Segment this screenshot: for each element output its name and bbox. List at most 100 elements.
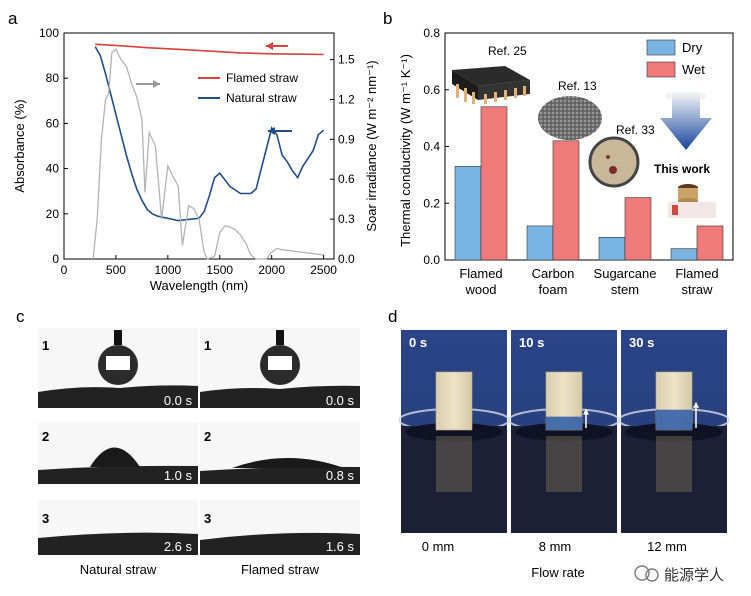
legend-swatch-b bbox=[646, 61, 676, 78]
y2-tick-label-a: 0.0 bbox=[338, 252, 355, 266]
series-line-0 bbox=[95, 43, 324, 56]
row-number-1-left: 1 bbox=[42, 338, 49, 353]
bar-dry-2 bbox=[598, 237, 626, 261]
straw-strip-0 bbox=[435, 371, 473, 431]
legend-label-a: Flamed straw bbox=[226, 71, 298, 85]
y-tick-label-b: 0.8 bbox=[423, 26, 440, 40]
bar-wet-2 bbox=[624, 197, 652, 261]
x-tick-label-b: Sugarcane bbox=[594, 266, 657, 281]
y2-tick-label-a: 0.6 bbox=[338, 172, 355, 186]
legend-label-b: Wet bbox=[682, 62, 705, 77]
annotation-ref25: Ref. 25 bbox=[488, 44, 527, 58]
annotation-this-work: This work bbox=[654, 162, 710, 176]
x-tick-label-b: Flamed bbox=[675, 266, 718, 281]
x-tick-label-a: 0 bbox=[61, 263, 68, 277]
wet-region-1 bbox=[546, 416, 582, 430]
y-tick-label-a: 40 bbox=[46, 162, 60, 176]
series-line-1 bbox=[94, 46, 325, 222]
x-tick-label-b: Carbon bbox=[532, 266, 575, 281]
y-axis-label-b: Thermal conductivity (W m⁻¹ K⁻¹) bbox=[398, 54, 413, 247]
row-number-2-left: 2 bbox=[42, 429, 49, 444]
row-number-3-right: 3 bbox=[204, 511, 211, 526]
caption-natural-straw: Natural straw bbox=[80, 562, 157, 577]
x-axis-label-a: Wavelength (nm) bbox=[150, 278, 249, 293]
y2-tick-label-a: 1.5 bbox=[338, 53, 355, 67]
strip-reflection-0 bbox=[436, 436, 472, 492]
y2-axis-label-a: Soar irradiance (W m⁻² nm⁻¹) bbox=[364, 60, 379, 231]
y-tick-label-a: 0 bbox=[52, 252, 59, 266]
height-label-0: 0 mm bbox=[422, 539, 455, 554]
ref25-photo bbox=[452, 66, 530, 104]
annotation-ref13: Ref. 13 bbox=[558, 79, 597, 93]
watermark-logo bbox=[634, 565, 659, 582]
wicking-photos: 0 s 10 s 30 s bbox=[397, 330, 731, 533]
liquid-surface-0 bbox=[405, 423, 503, 441]
legend-label-b: Dry bbox=[682, 40, 703, 55]
bar-wet-3 bbox=[696, 225, 724, 261]
time-label-d-2: 30 s bbox=[629, 335, 654, 350]
annotation-ref33: Ref. 33 bbox=[616, 123, 655, 137]
time-label-left-2: 1.0 s bbox=[164, 468, 193, 483]
height-label-1: 8 mm bbox=[539, 539, 572, 554]
time-label-left-3: 2.6 s bbox=[164, 539, 193, 554]
time-label-left-1: 0.0 s bbox=[164, 393, 193, 408]
x-tick-label-b: foam bbox=[539, 282, 568, 297]
bar-wet-0 bbox=[480, 106, 508, 261]
y-tick-label-a: 60 bbox=[46, 116, 60, 130]
y-tick-label-a: 100 bbox=[39, 26, 59, 40]
time-label-d-0: 0 s bbox=[409, 335, 427, 350]
time-label-d-1: 10 s bbox=[519, 335, 544, 350]
ref13-foam-photo bbox=[538, 96, 602, 140]
x-tick-label-b: wood bbox=[464, 282, 496, 297]
panel-label-c: c bbox=[16, 307, 25, 326]
trend-down-arrow-icon bbox=[660, 90, 712, 150]
rise-arrow-head-icon-1 bbox=[583, 408, 589, 415]
y-tick-label-a: 20 bbox=[46, 207, 60, 221]
row-number-1-right: 1 bbox=[204, 338, 211, 353]
watermark-text: 能源学人 bbox=[664, 567, 724, 584]
panel-label-b: b bbox=[383, 9, 392, 28]
y-tick-label-b: 0.0 bbox=[423, 253, 440, 267]
y-tick-label-b: 0.6 bbox=[423, 83, 440, 97]
arrow-left-red-icon-head bbox=[266, 42, 273, 50]
y-tick-label-a: 80 bbox=[46, 71, 60, 85]
x-tick-label-a: 1500 bbox=[206, 263, 233, 277]
x-tick-label-b: straw bbox=[681, 282, 713, 297]
bar-dry-0 bbox=[454, 166, 482, 261]
time-label-right-3: 1.6 s bbox=[326, 539, 355, 554]
chart-a: 0 500 1000 1500 2000 2500 0 20 40 60 80 100 0.0 0.3 0.… bbox=[12, 26, 379, 293]
y2-tick-label-a: 1.2 bbox=[338, 92, 355, 106]
liquid-surface-2 bbox=[625, 423, 723, 441]
caption-flamed-straw: Flamed straw bbox=[241, 562, 320, 577]
x-tick-label-b: stem bbox=[611, 282, 639, 297]
ref33-photo bbox=[588, 136, 640, 188]
chart-b: FlamedwoodCarbonfoamSugarcanestemFlameds… bbox=[398, 26, 734, 297]
plot-frame-a bbox=[63, 32, 335, 260]
y-tick-label-b: 0.4 bbox=[423, 140, 440, 154]
flow-rate-caption: Flow rate bbox=[531, 565, 584, 580]
arrow-right-gray-icon-head bbox=[153, 80, 160, 88]
rise-arrow-head-icon-2 bbox=[693, 401, 699, 408]
time-label-right-2: 0.8 s bbox=[326, 468, 355, 483]
contact-angle-frames bbox=[38, 328, 360, 555]
liquid-surface-1 bbox=[515, 423, 613, 441]
bar-dry-1 bbox=[526, 225, 554, 261]
x-tick-label-a: 2000 bbox=[258, 263, 285, 277]
x-tick-label-a: 1000 bbox=[154, 263, 181, 277]
arrow-left-blue-icon-head bbox=[268, 127, 275, 135]
y-tick-label-b: 0.2 bbox=[423, 196, 440, 210]
panel-label-d: d bbox=[388, 307, 397, 326]
wet-region-2 bbox=[656, 409, 692, 430]
panel-label-a: a bbox=[8, 9, 18, 28]
y2-tick-label-a: 0.3 bbox=[338, 212, 355, 226]
legend-swatch-b bbox=[646, 39, 676, 56]
bar-dry-3 bbox=[670, 248, 698, 261]
strip-reflection-2 bbox=[656, 436, 692, 492]
bar-wet-1 bbox=[552, 140, 580, 261]
this-work-photo bbox=[668, 184, 716, 218]
strip-reflection-1 bbox=[546, 436, 582, 492]
x-tick-label-b: Flamed bbox=[459, 266, 502, 281]
series-line-2 bbox=[92, 47, 324, 260]
row-number-2-right: 2 bbox=[204, 429, 211, 444]
